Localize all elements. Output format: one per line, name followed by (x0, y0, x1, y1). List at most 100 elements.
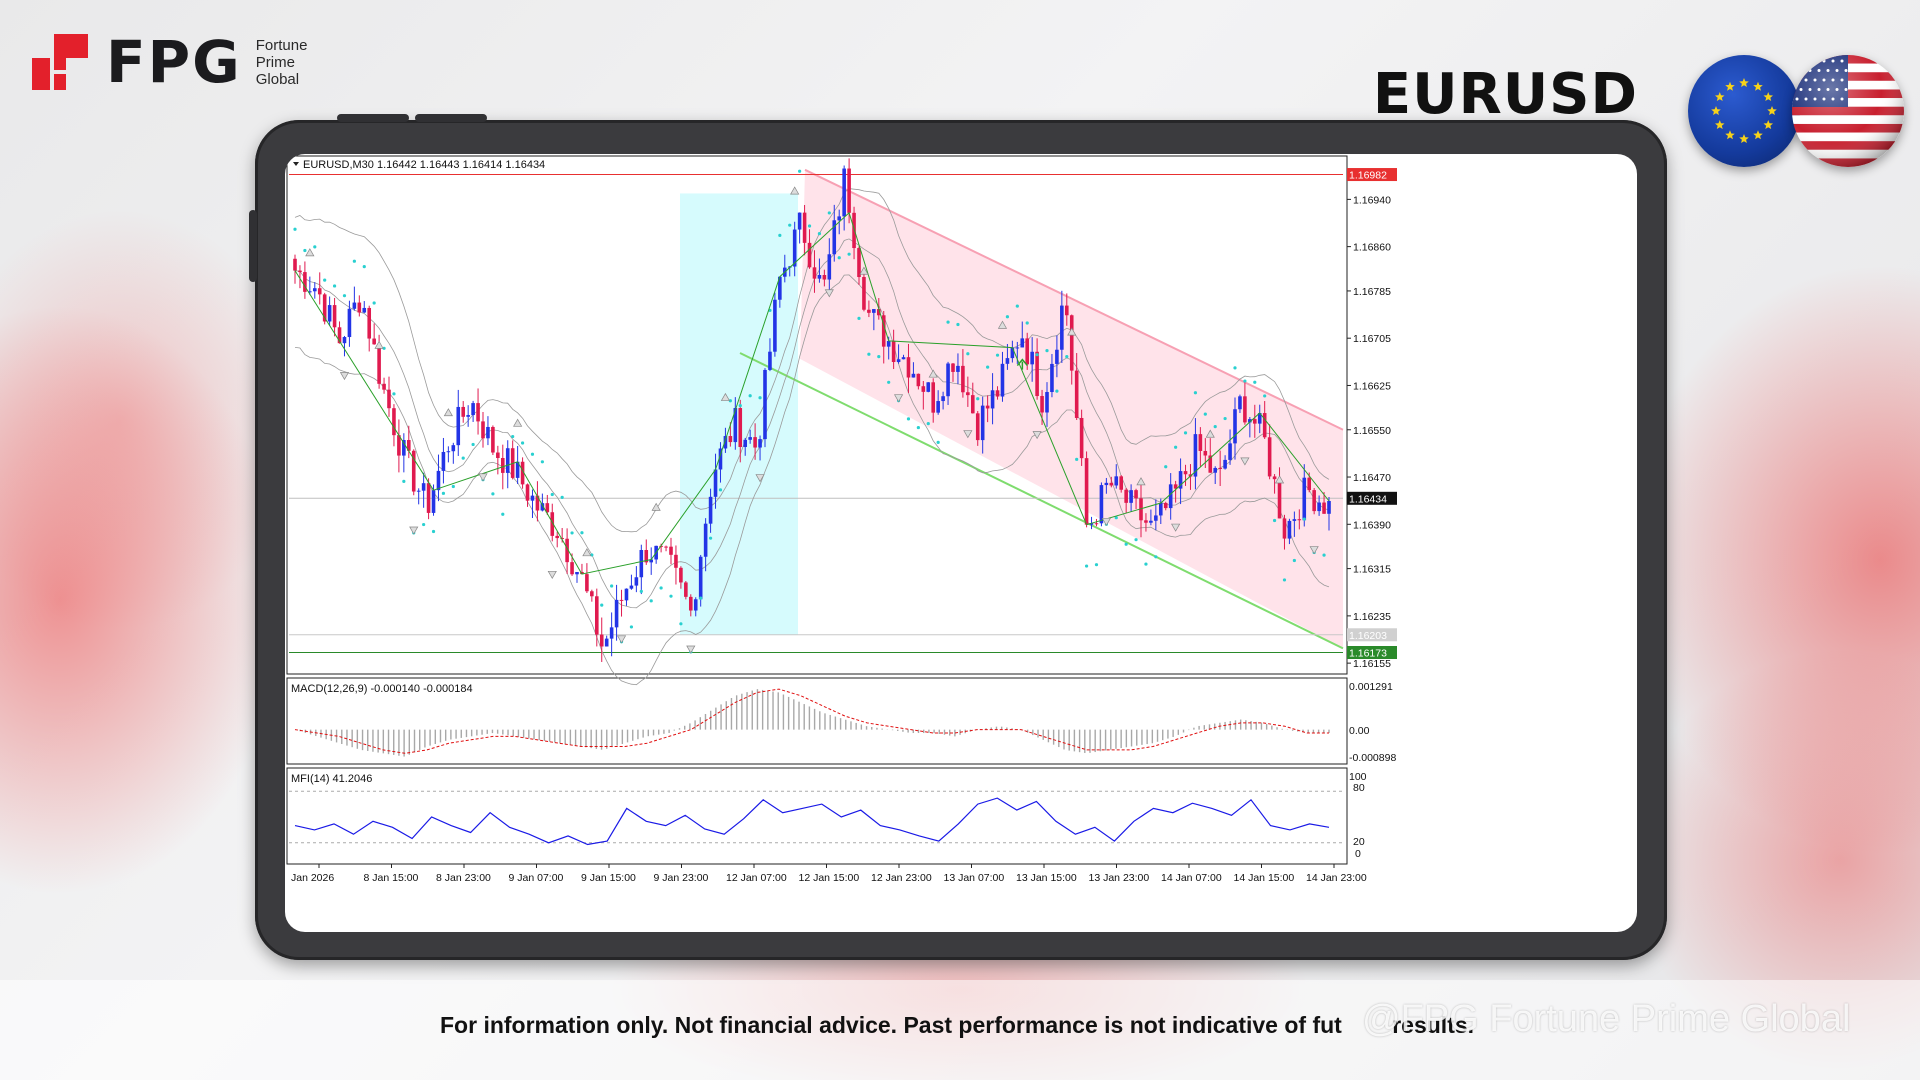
candle-body (708, 496, 713, 524)
price-axis: 1.16940 1.16860 1.16785 1.16705 1.16625 1.165… (1347, 194, 1391, 670)
candle-body (1223, 459, 1227, 469)
psar-dot (649, 599, 653, 603)
zigzag-lines (294, 211, 1330, 575)
psar-dot (718, 488, 723, 492)
psar-dot (570, 531, 574, 535)
psar-dot (1154, 555, 1158, 559)
psar-dot (946, 320, 950, 324)
fractal-up-icon (374, 340, 384, 349)
candle-body (1198, 434, 1203, 451)
x-tick-label: 13 Jan 15:00 (1016, 872, 1077, 884)
candle-body (634, 577, 639, 586)
candle-body (896, 359, 901, 363)
mfi-tick-20: 20 (1353, 836, 1365, 848)
psar-dot (1124, 542, 1128, 546)
candle-body (619, 599, 624, 601)
us-star-icon (1795, 59, 1799, 63)
candle-body (763, 369, 767, 440)
candle-body (1208, 455, 1213, 473)
x-tick-label: 13 Jan 07:00 (944, 872, 1005, 884)
candle-body (802, 212, 807, 243)
candle-body (961, 365, 965, 393)
psar-dot (1065, 355, 1069, 359)
candle-body (1154, 515, 1158, 521)
psar-dot (1292, 558, 1296, 563)
psar-dot (610, 584, 614, 588)
psar-dot (1025, 321, 1029, 325)
zigzag-path (294, 211, 1330, 575)
candle-body (585, 574, 589, 592)
band-line (294, 274, 1330, 686)
fractal-up-icon (582, 548, 592, 557)
candle-body (1119, 476, 1124, 490)
candle-body (1252, 419, 1257, 424)
candle-body (387, 389, 391, 409)
candle-body (476, 403, 480, 422)
psar-dot (1174, 445, 1178, 449)
candle-body (1282, 518, 1287, 539)
candle-body (550, 512, 555, 536)
disclaimer-text: For information only. Not financial advi… (440, 1012, 1342, 1038)
psar-dot (1193, 391, 1198, 395)
candle-body (847, 168, 851, 213)
x-tick-label: 14 Jan 15:00 (1234, 872, 1295, 884)
psar-dot (491, 492, 495, 496)
y-tick-label: 1.16155 (1353, 658, 1391, 670)
candle-body (881, 315, 886, 347)
psar-dot (471, 442, 475, 447)
candle-body (421, 483, 426, 491)
mfi-tick-80: 80 (1353, 782, 1365, 794)
psar-dot (956, 322, 960, 327)
dropdown-triangle-icon[interactable] (293, 162, 299, 166)
psar-dot (1045, 349, 1049, 353)
fractal-down-icon (478, 473, 488, 482)
candle-body (1144, 520, 1148, 523)
trading-chart[interactable]: EURUSD,M30 1.16442 1.16443 1.16414 1.164… (285, 154, 1637, 932)
candle-body (669, 546, 673, 555)
psar-dot (1282, 578, 1287, 582)
band-line (294, 238, 1330, 609)
x-tick-label: Jan 2026 (291, 872, 334, 884)
psar-dot (511, 434, 515, 439)
candle-body (990, 390, 995, 409)
resistance-price-tag (1347, 168, 1397, 182)
current-price-label: 1.16434 (1349, 493, 1387, 505)
psar-dot (748, 394, 752, 398)
y-tick-label: 1.16315 (1353, 564, 1391, 576)
candle-body (535, 495, 540, 511)
psar-dot (1164, 465, 1168, 469)
candle-body (525, 484, 530, 501)
candle-body (362, 307, 367, 313)
candle-body (693, 599, 698, 611)
candle-body (1089, 523, 1094, 525)
eu-flag-icon (1688, 55, 1800, 167)
psar-dot (540, 460, 544, 464)
psar-dot (1223, 416, 1227, 421)
candle-body (609, 627, 614, 639)
candle-body (312, 288, 317, 292)
fractal-up-icon (443, 408, 453, 417)
macd-tick-bottom: -0.000898 (1349, 752, 1396, 764)
psar-dot (1272, 518, 1277, 523)
candle-body (1094, 523, 1099, 525)
psar-dot (451, 484, 455, 489)
candle-body (1233, 409, 1237, 444)
fractal-down-icon (339, 372, 350, 381)
candle-body (644, 550, 649, 563)
psar-dot (1253, 380, 1257, 384)
fractal-up-icon (790, 186, 800, 195)
tablet-button (337, 114, 409, 122)
candle-body (862, 277, 866, 310)
psar-dot (1213, 424, 1217, 429)
candle-body (416, 490, 421, 492)
fractal-down-icon (755, 474, 765, 483)
candle-body (1069, 315, 1074, 371)
eu-star-icon (1725, 81, 1735, 91)
candle-body (1267, 437, 1272, 477)
footer-bar (0, 980, 1920, 1080)
brand-sub-line: Prime (255, 53, 295, 71)
psar-dot (966, 352, 970, 356)
fractal-up-icon (997, 320, 1008, 329)
candle-body (599, 634, 604, 647)
psar-dot (1302, 517, 1306, 521)
